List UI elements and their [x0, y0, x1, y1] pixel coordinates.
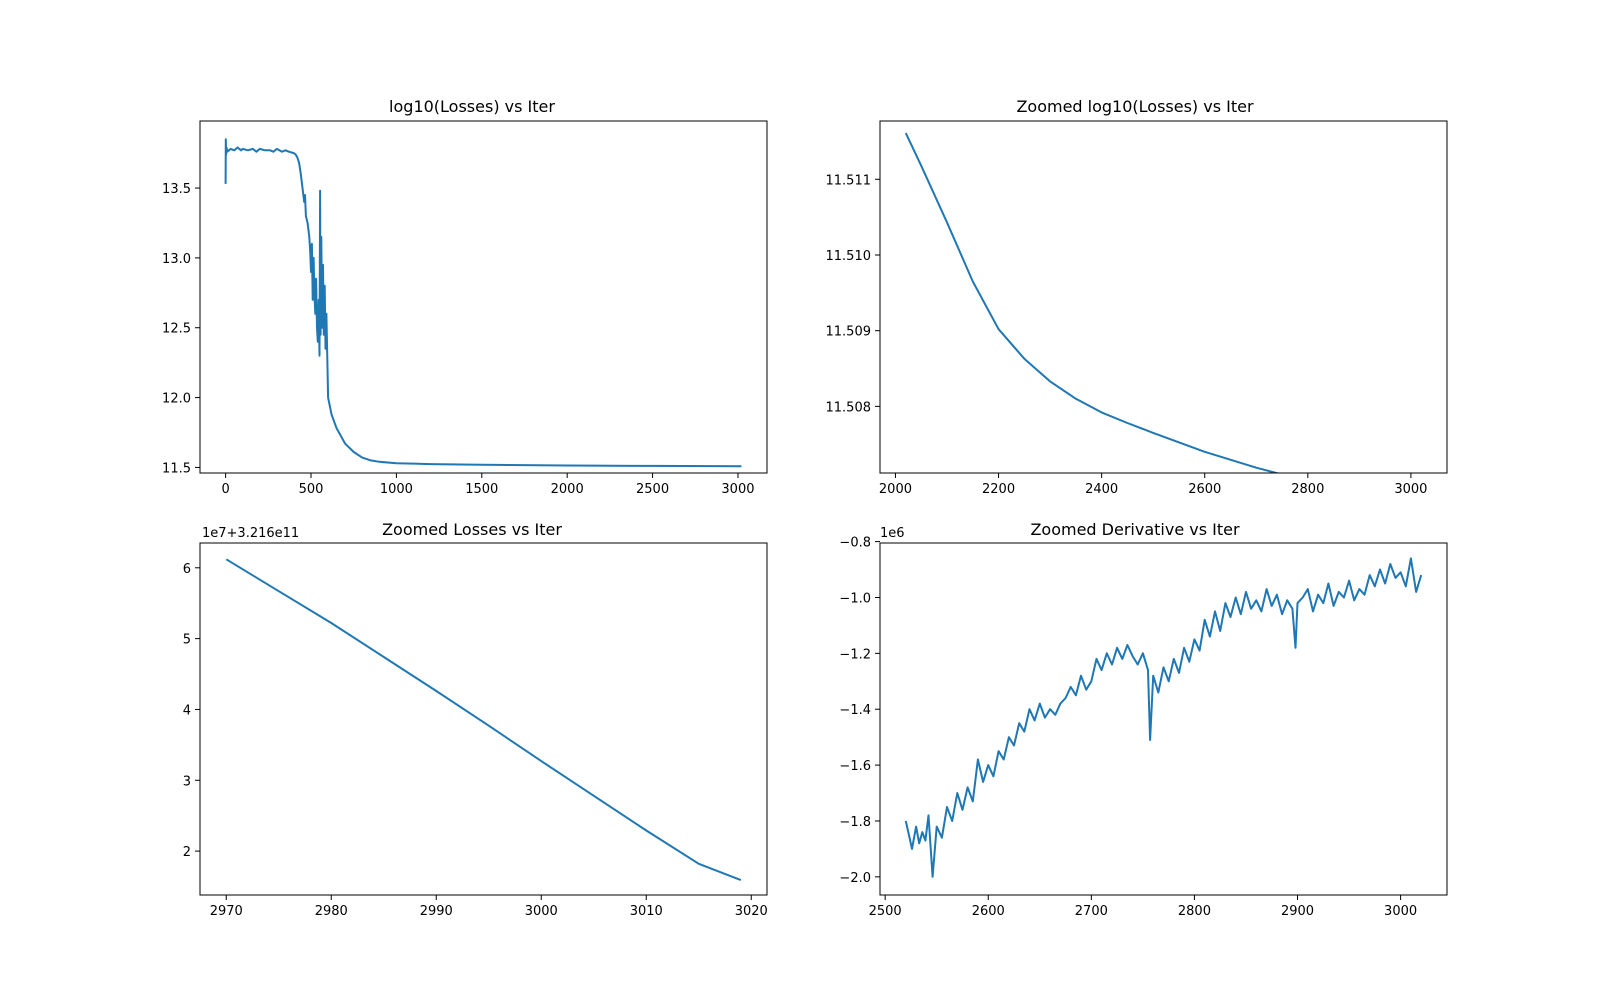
x-tick-label: 3010	[630, 904, 663, 919]
x-tick-label: 3000	[525, 904, 558, 919]
y-tick-label: 11.508	[826, 400, 872, 415]
subplot-title: Zoomed Derivative vs Iter	[1030, 520, 1240, 539]
y-tick-label: 4	[183, 703, 191, 718]
subplot-title: Zoomed Losses vs Iter	[382, 520, 562, 539]
x-tick-label: 0	[221, 482, 229, 497]
x-tick-label: 1500	[465, 482, 498, 497]
x-tick-label: 2800	[1178, 904, 1211, 919]
y-tick-label: −1.8	[839, 815, 871, 830]
y-tick-label: 12.0	[162, 392, 191, 407]
subplot-zoomed-log-losses: Zoomed log10(Losses) vs Iter 2000 2200 240…	[826, 97, 1448, 497]
x-tick-label: 3000	[1394, 482, 1427, 497]
subplot-title: log10(Losses) vs Iter	[389, 97, 555, 116]
x-tick-label: 2600	[972, 904, 1005, 919]
axes-frame	[879, 120, 1448, 474]
x-tick-label: 3000	[721, 482, 754, 497]
series-line	[225, 558, 742, 882]
x-tick-label: 2800	[1291, 482, 1324, 497]
axes-frame	[199, 542, 768, 896]
series-line	[224, 138, 742, 468]
y-tick-label: −0.8	[839, 536, 871, 551]
x-tick-label: 3020	[735, 904, 768, 919]
y-tick-label: 13.0	[162, 252, 191, 267]
series-line	[904, 557, 1423, 878]
y-tick-label: 6	[183, 562, 191, 577]
y-tick-label: 11.509	[826, 325, 872, 340]
y-tick-label: −1.6	[839, 759, 871, 774]
x-tick-label: 2600	[1188, 482, 1221, 497]
y-tick-label: −1.4	[839, 703, 871, 718]
x-tick-label: 2500	[869, 904, 902, 919]
series-line	[904, 132, 1281, 473]
x-tick-label: 3000	[1384, 904, 1417, 919]
x-tick-label: 2000	[879, 482, 912, 497]
x-tick-label: 2400	[1085, 482, 1118, 497]
x-tick-label: 2000	[551, 482, 584, 497]
y-tick-label: −1.0	[839, 591, 871, 606]
y-tick-label: 12.5	[162, 322, 191, 337]
y-tick-label: 2	[183, 845, 191, 860]
x-tick-label: 1000	[380, 482, 413, 497]
x-tick-label: 2700	[1075, 904, 1108, 919]
axes-frame	[879, 542, 1448, 896]
y-tick-label: 11.510	[826, 249, 872, 264]
y-tick-label: 5	[183, 633, 191, 648]
subplot-log-losses: log10(Losses) vs Iter 0 500 1000 1500 2000 25…	[162, 97, 768, 497]
x-tick-label: 2200	[982, 482, 1015, 497]
subplot-title: Zoomed log10(Losses) vs Iter	[1016, 97, 1254, 116]
subplot-zoomed-derivative: Zoomed Derivative vs Iter 1e6 2500 2600 27…	[839, 520, 1448, 919]
y-tick-label: 3	[183, 774, 191, 789]
y-offset-label: 1e7+3.216e11	[202, 526, 299, 541]
x-tick-label: 2500	[636, 482, 669, 497]
y-tick-label: −1.2	[839, 647, 871, 662]
y-offset-label: 1e6	[880, 526, 905, 541]
y-tick-label: −2.0	[839, 871, 871, 886]
x-tick-label: 2980	[315, 904, 348, 919]
subplot-zoomed-losses: Zoomed Losses vs Iter 1e7+3.216e11 2970 2…	[183, 520, 768, 919]
x-tick-label: 500	[299, 482, 324, 497]
x-tick-label: 2970	[210, 904, 243, 919]
x-tick-label: 2900	[1281, 904, 1314, 919]
x-tick-label: 2990	[420, 904, 453, 919]
axes-frame	[199, 120, 768, 474]
y-tick-label: 11.5	[162, 461, 191, 476]
y-tick-label: 11.511	[826, 173, 872, 188]
y-tick-label: 13.5	[162, 182, 191, 197]
